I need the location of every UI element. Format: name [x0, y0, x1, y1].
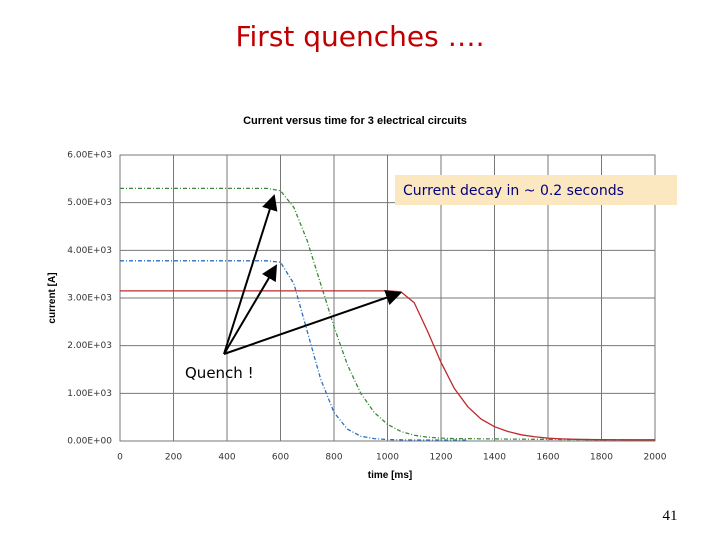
x-tick-label: 800	[325, 453, 342, 463]
arrow	[223, 290, 402, 355]
y-tick-label: 4.00E+03	[67, 246, 112, 256]
chart-title: Current versus time for 3 electrical cir…	[243, 115, 467, 127]
x-tick-label: 400	[218, 453, 235, 463]
x-tick-label: 1600	[537, 453, 560, 463]
annotation: Current decay in ~ 0.2 seconds	[403, 183, 624, 199]
y-tick-label: 0.00E+00	[67, 437, 112, 447]
slide-title: First quenches ….	[235, 20, 484, 53]
y-tick-label: 1.00E+03	[67, 389, 112, 399]
annotation: Quench !	[185, 364, 254, 382]
y-tick-label: 5.00E+03	[67, 198, 112, 208]
y-tick-label: 6.00E+03	[67, 151, 112, 161]
arrow	[223, 264, 278, 355]
x-tick-label: 1800	[590, 453, 613, 463]
arrow	[223, 194, 278, 355]
x-tick-label: 1400	[483, 453, 506, 463]
x-tick-label: 2000	[644, 453, 667, 463]
page-number: 41	[663, 508, 678, 524]
x-tick-label: 0	[117, 453, 123, 463]
x-tick-label: 200	[165, 453, 182, 463]
y-axis-label: current [A]	[47, 272, 58, 323]
y-tick-label: 3.00E+03	[67, 294, 112, 304]
series-line	[120, 260, 468, 441]
x-tick-label: 1000	[376, 453, 399, 463]
x-tick-label: 600	[272, 453, 289, 463]
x-tick-label: 1200	[430, 453, 453, 463]
annotation-box	[395, 175, 677, 205]
y-tick-label: 2.00E+03	[67, 341, 112, 351]
x-axis-label: time [ms]	[368, 470, 412, 481]
